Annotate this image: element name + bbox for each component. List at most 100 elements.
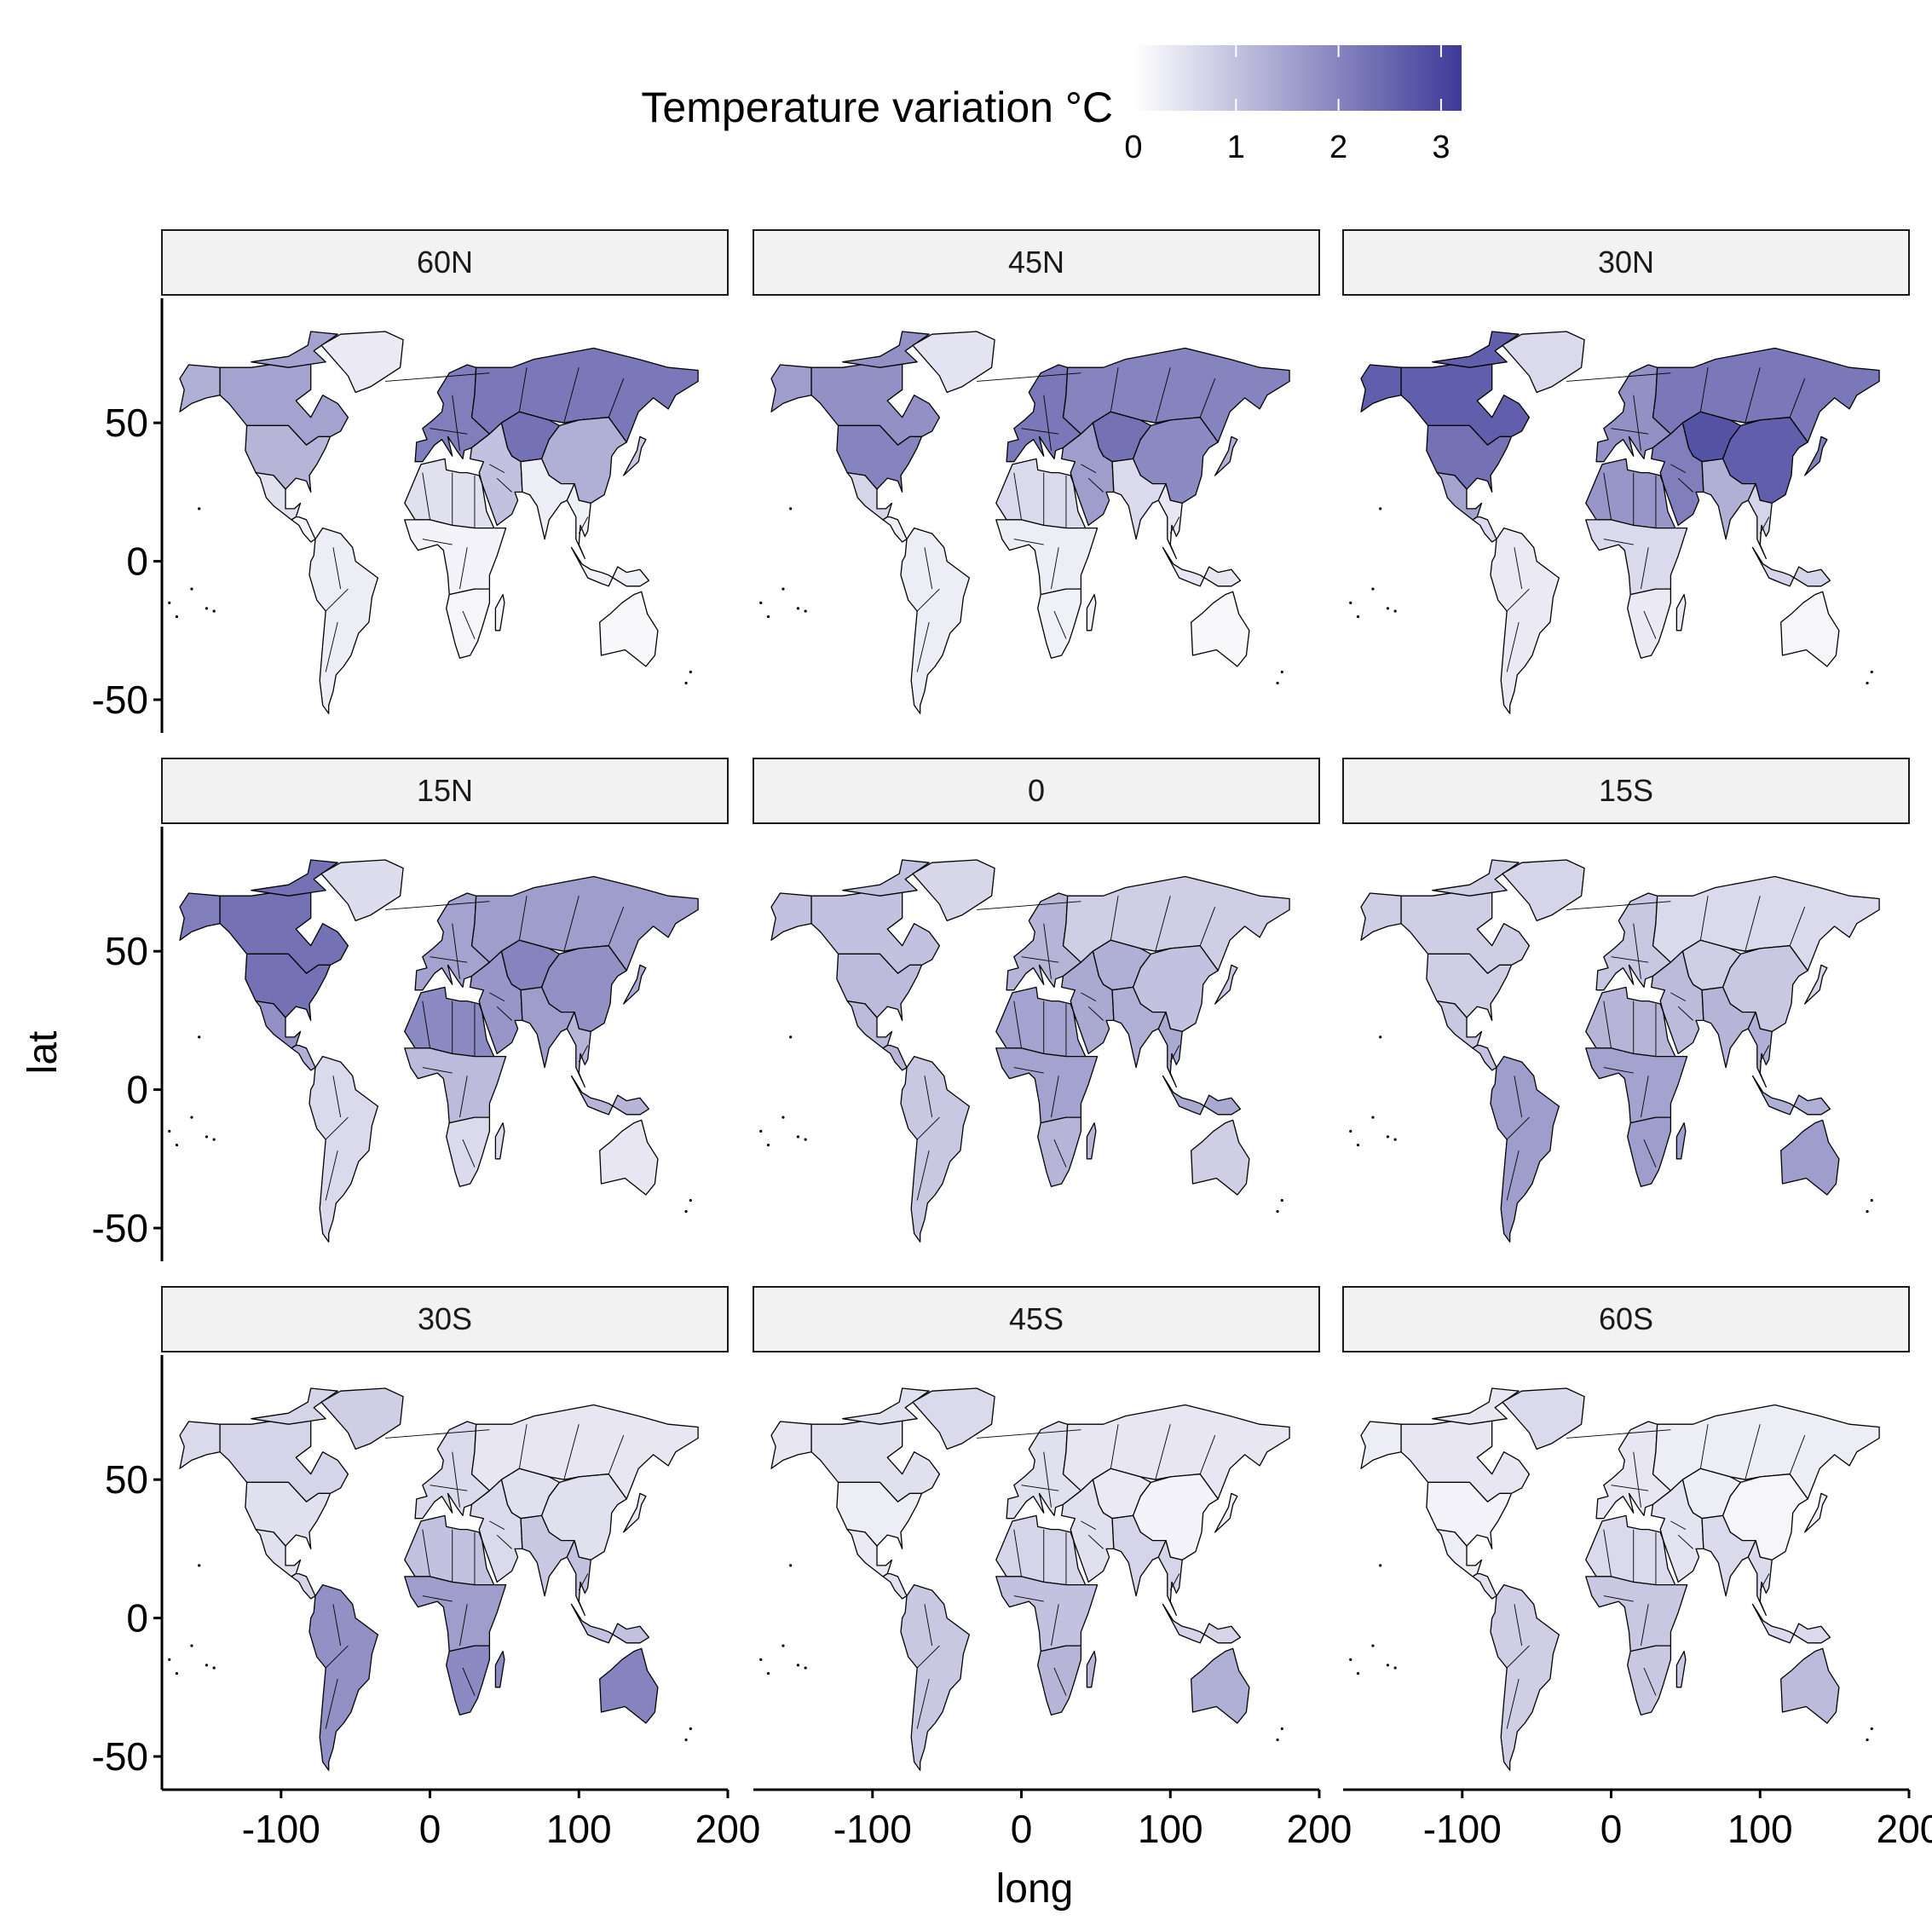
country-border xyxy=(1670,464,1687,474)
country-madagascar xyxy=(494,1122,505,1160)
country-sub-saharan-africa xyxy=(1585,1047,1688,1124)
country-central-america xyxy=(1472,1044,1497,1071)
country-southeast-asia xyxy=(1157,1539,1183,1617)
y-tick-label: -50 xyxy=(92,1734,148,1779)
country-border xyxy=(1643,1667,1657,1696)
y-tick-label: 0 xyxy=(126,1068,148,1112)
country-border xyxy=(1643,1139,1657,1168)
country-border xyxy=(1155,1424,1171,1480)
island-dot xyxy=(1379,1564,1382,1567)
facet-strip-label: 15N xyxy=(417,773,473,808)
island-dot xyxy=(1393,609,1397,613)
country-mexico xyxy=(1436,471,1483,521)
legend-tick-label: 3 xyxy=(1432,130,1450,165)
map-countries xyxy=(759,859,1290,1243)
facet-panel-60n: 60N -50 0 50 xyxy=(92,229,729,733)
country-border xyxy=(1506,1150,1520,1201)
facet-strip-label: 30N xyxy=(1598,245,1654,280)
country-southeast-asia xyxy=(566,1539,591,1617)
country-south-america xyxy=(900,527,971,714)
country-border xyxy=(1611,428,1649,435)
country-central-america xyxy=(291,1044,316,1071)
country-mexico xyxy=(846,1528,893,1577)
country-middle-east xyxy=(470,950,523,1055)
y-tick-label: 50 xyxy=(105,929,148,973)
island-dot xyxy=(1870,1727,1873,1731)
country-border xyxy=(422,1529,430,1577)
country-southeast-asia xyxy=(1157,482,1183,560)
country-japan xyxy=(1214,964,1238,1005)
country-border xyxy=(1021,956,1059,963)
country-border xyxy=(518,1424,528,1469)
country-border xyxy=(563,1424,580,1480)
country-south-asia xyxy=(1701,1514,1756,1597)
country-australia xyxy=(1191,591,1250,667)
facet-strip xyxy=(161,1286,729,1352)
country-sub-saharan-africa xyxy=(1585,1576,1688,1652)
x-tick-label: 100 xyxy=(1727,1807,1793,1851)
country-border xyxy=(1633,923,1641,979)
island-dot xyxy=(789,507,793,510)
country-border xyxy=(563,896,580,952)
island-dot xyxy=(1276,1738,1279,1742)
country-middle-east xyxy=(470,422,523,527)
country-border xyxy=(489,992,505,1002)
island-dot xyxy=(198,507,201,510)
country-border xyxy=(1053,1139,1067,1168)
country-south-asia xyxy=(1111,458,1167,540)
country-south-asia xyxy=(1111,1514,1167,1597)
country-alaska xyxy=(179,892,221,941)
y-tick-label: 0 xyxy=(126,539,148,584)
country-border xyxy=(1699,367,1709,412)
country-border xyxy=(1641,1604,1649,1647)
y-tick-label: -50 xyxy=(92,678,148,722)
island-dot xyxy=(168,1658,171,1661)
country-border xyxy=(325,1678,338,1729)
country-australia xyxy=(1780,1647,1840,1724)
island-dot xyxy=(1276,681,1279,685)
country-middle-east xyxy=(1651,422,1704,527)
country-australia xyxy=(1191,1119,1250,1196)
country-canada-arctic xyxy=(842,859,930,897)
country-border xyxy=(332,1604,342,1647)
country-border xyxy=(1677,477,1693,493)
country-canada-arctic xyxy=(251,859,338,897)
x-tick-label: 200 xyxy=(695,1807,761,1851)
country-border xyxy=(1611,956,1649,963)
country-mexico xyxy=(1436,1528,1483,1577)
facet-panel-60s: 60S -100 0 100 200 xyxy=(1342,1286,1932,1851)
country-border xyxy=(459,547,468,590)
country-australia xyxy=(599,591,659,667)
country-border xyxy=(452,395,460,451)
country-south-asia xyxy=(520,458,575,540)
country-border xyxy=(325,1150,338,1201)
country-central-america xyxy=(882,1044,908,1071)
country-greenland xyxy=(320,1387,404,1450)
country-border xyxy=(462,1667,476,1696)
legend-colorbar xyxy=(1133,45,1462,111)
country-japan xyxy=(1804,1492,1828,1533)
x-tick-label: -100 xyxy=(242,1807,320,1851)
island-dot xyxy=(1866,681,1869,685)
country-border xyxy=(1021,1485,1059,1491)
country-madagascar xyxy=(1086,1650,1097,1688)
country-madagascar xyxy=(1675,1122,1687,1160)
country-border xyxy=(924,547,933,590)
island-dot xyxy=(1371,1116,1375,1119)
country-australia xyxy=(599,1119,659,1196)
island-dot xyxy=(212,609,216,613)
country-greenland xyxy=(1502,1387,1585,1450)
country-border xyxy=(1677,1006,1693,1021)
country-central-america xyxy=(1472,516,1497,543)
island-dot xyxy=(1866,1209,1869,1214)
facet-panel-45n: 45N xyxy=(753,229,1320,714)
island-dot xyxy=(1356,1143,1360,1147)
map-countries xyxy=(168,859,699,1243)
country-southeast-asia xyxy=(566,1011,591,1088)
country-border xyxy=(1013,472,1022,520)
island-dot xyxy=(789,1035,793,1039)
country-border xyxy=(1053,610,1067,639)
country-border xyxy=(496,1006,512,1021)
island-dot xyxy=(1349,601,1352,604)
country-south-asia xyxy=(520,1514,575,1597)
